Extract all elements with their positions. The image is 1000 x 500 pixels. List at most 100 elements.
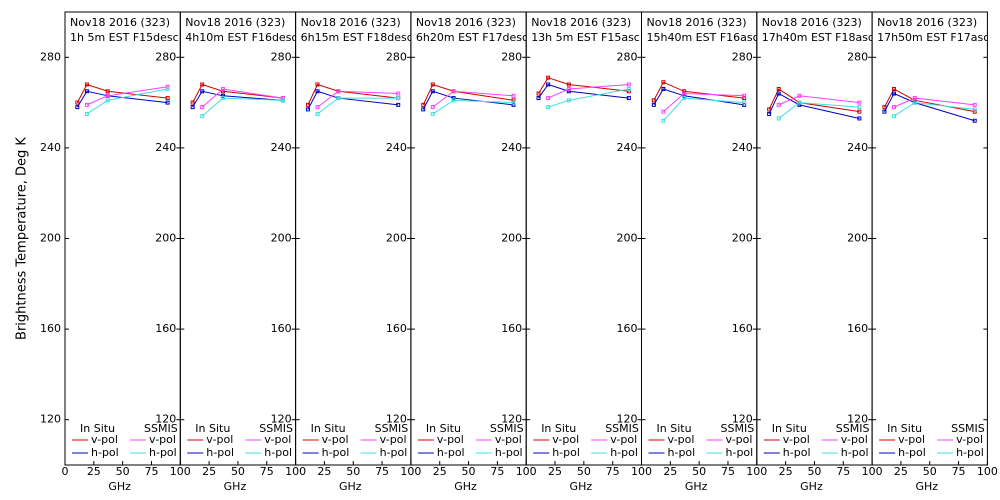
point — [566, 98, 571, 103]
panel: Nov18 2016 (323) 6h20m EST F17desc 120 160 2… — [386, 11, 537, 493]
series-line — [317, 90, 399, 108]
point — [220, 87, 225, 92]
panel-frame — [871, 11, 988, 466]
series-line — [86, 88, 168, 115]
series-line — [768, 88, 860, 113]
point — [336, 96, 341, 101]
point — [165, 96, 170, 101]
y-axis-label: Brightness Temperature, Deg K — [15, 137, 30, 340]
series-line — [768, 92, 860, 119]
point — [797, 100, 802, 105]
legend-label: v-pol — [956, 433, 983, 446]
y-tick-label: 160 — [386, 322, 407, 335]
y-tick-label: 280 — [271, 50, 292, 63]
point — [165, 84, 170, 89]
y-tick-label: 240 — [732, 141, 753, 154]
series-line — [76, 90, 168, 108]
y-tick-label: 160 — [40, 322, 61, 335]
legend-heading: In Situ — [887, 422, 922, 435]
point — [451, 89, 456, 94]
y-tick-label: 280 — [847, 50, 868, 63]
panel-header: Nov18 2016 (323) 17h50m EST F17asc — [877, 16, 987, 44]
x-axis-label: GHz — [915, 480, 938, 493]
legend-label: h-pol — [610, 446, 638, 459]
y-tick-label: 200 — [847, 232, 868, 245]
x-tick-label: 25 — [87, 465, 101, 478]
point — [315, 105, 320, 110]
panel-header: Nov18 2016 (323) 15h40m EST F16asc — [647, 16, 757, 44]
x-tick-label: 50 — [807, 465, 821, 478]
point — [280, 98, 285, 103]
legend-label: h-pol — [956, 446, 984, 459]
point — [315, 111, 320, 116]
series-line — [317, 97, 399, 115]
point — [451, 96, 456, 101]
y-tick-label: 120 — [617, 413, 638, 426]
y-tick-label: 120 — [501, 413, 522, 426]
y-tick-label: 200 — [155, 232, 176, 245]
series-line — [86, 86, 168, 106]
series-line — [201, 97, 283, 117]
y-tick-label: 120 — [386, 413, 407, 426]
point — [315, 89, 320, 94]
x-tick-label: 50 — [692, 465, 706, 478]
point — [396, 91, 401, 96]
point — [892, 105, 897, 110]
series-line — [893, 97, 975, 108]
y-tick-label: 200 — [617, 232, 638, 245]
panel-header: Nov18 2016 (323) 6h20m EST F17desc — [416, 16, 526, 44]
x-tick-label: 50 — [462, 465, 476, 478]
legend-label: v-pol — [206, 433, 233, 446]
point — [682, 91, 687, 96]
y-tick-label: 120 — [847, 413, 868, 426]
y-tick-label: 160 — [501, 322, 522, 335]
legend-label: h-pol — [898, 446, 926, 459]
series-line — [547, 83, 629, 99]
point — [430, 89, 435, 94]
point — [190, 100, 195, 105]
point — [451, 98, 456, 103]
point — [546, 96, 551, 101]
point — [105, 93, 110, 98]
x-tick-label: 0 — [62, 465, 69, 478]
point — [84, 89, 89, 94]
point — [912, 98, 917, 103]
point — [84, 102, 89, 107]
series-line — [538, 77, 629, 94]
y-tick-label: 160 — [732, 322, 753, 335]
y-tick-label: 120 — [271, 413, 292, 426]
legend-heading: SSMIS — [605, 422, 639, 435]
legend-heading: In Situ — [657, 422, 692, 435]
x-tick-label: 25 — [663, 465, 677, 478]
panel-title: Nov18 2016 (323) — [301, 16, 401, 29]
point — [626, 89, 631, 94]
x-tick-label: 50 — [346, 465, 360, 478]
legend-heading: SSMIS — [490, 422, 524, 435]
point — [220, 89, 225, 94]
point — [661, 118, 666, 123]
point — [912, 100, 917, 105]
panel: Nov18 2016 (323) 17h50m EST F17asc 120 160 2… — [847, 11, 998, 493]
y-tick-label: 240 — [386, 141, 407, 154]
y-tick-label: 280 — [386, 50, 407, 63]
x-tick-label: 100 — [631, 465, 652, 478]
point — [84, 82, 89, 87]
y-tick-label: 200 — [501, 232, 522, 245]
y-tick-label: 120 — [155, 413, 176, 426]
legend-label: v-pol — [668, 433, 695, 446]
x-tick-label: 100 — [400, 465, 421, 478]
point — [857, 100, 862, 105]
x-axis-label: GHz — [339, 480, 362, 493]
legend-heading: SSMIS — [951, 422, 985, 435]
point — [305, 107, 310, 112]
legend-label: v-pol — [264, 433, 291, 446]
x-tick-label: 75 — [490, 465, 504, 478]
point — [767, 107, 772, 112]
point — [511, 102, 516, 107]
point — [546, 82, 551, 87]
panel-title: Nov18 2016 (323) — [877, 16, 977, 29]
legend-heading: SSMIS — [375, 422, 409, 435]
point — [776, 91, 781, 96]
point — [797, 102, 802, 107]
panel-subtitle: 17h40m EST F18asc — [762, 31, 874, 44]
